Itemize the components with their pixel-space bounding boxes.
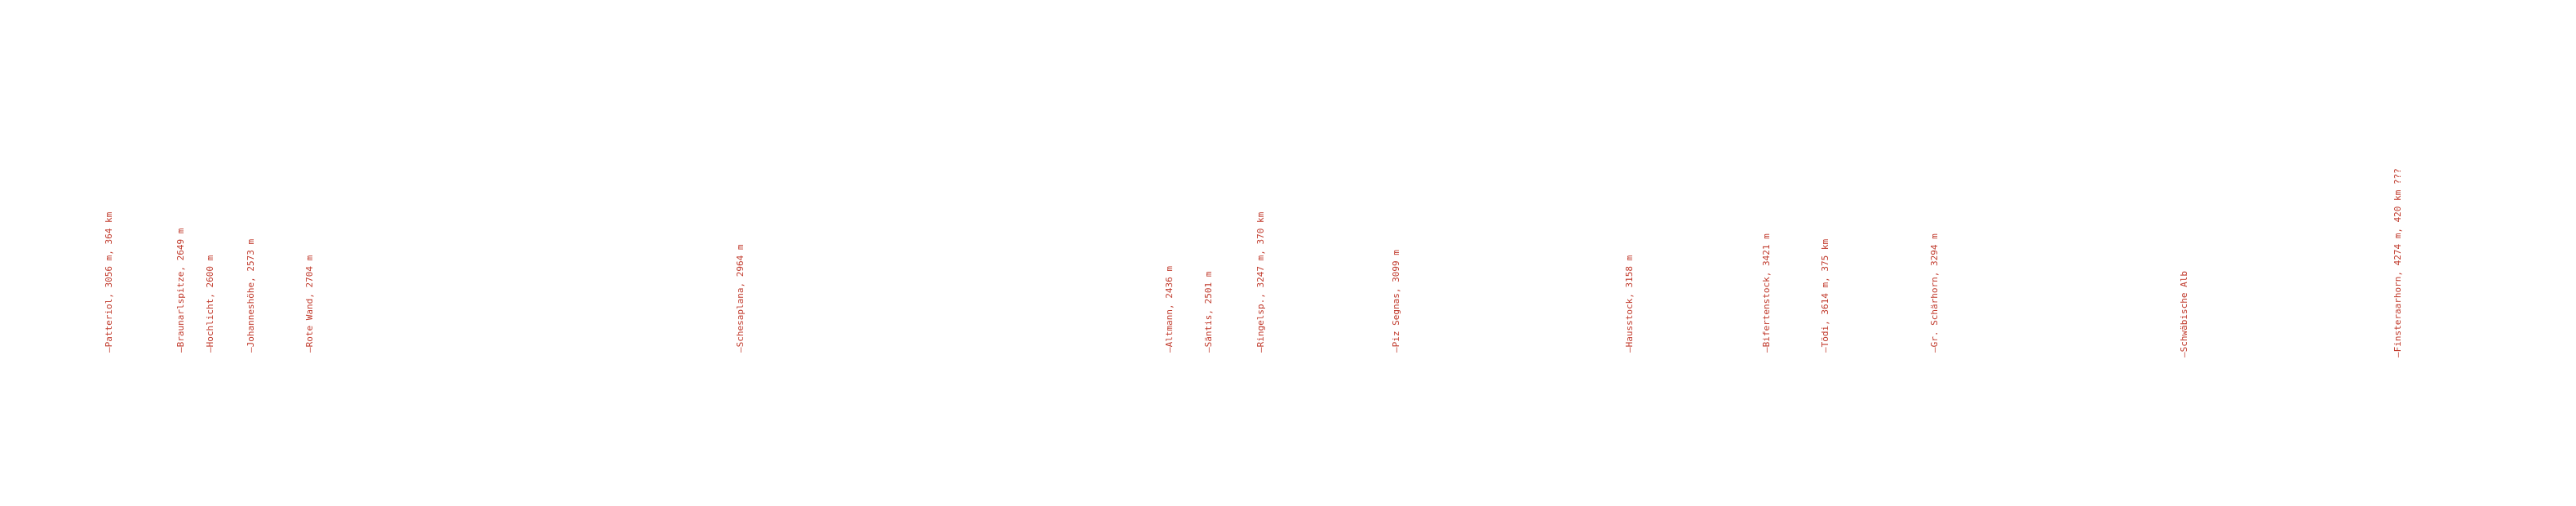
- peak-label-rote-wand: —Rote Wand, 2704 m: [304, 255, 315, 353]
- peak-label-hochlicht: —Hochlicht, 2600 m: [205, 255, 215, 353]
- peak-label-toedi: —Tödi, 3614 m, 375 km: [1820, 238, 1830, 353]
- peak-label-piz-segnas: —Piz Segnas, 3099 m: [1391, 250, 1401, 353]
- peak-label-hausstock: —Hausstock, 3158 m: [1624, 255, 1635, 353]
- peak-label-saentis: —Säntis, 2501 m: [1203, 271, 1214, 353]
- peak-label-gr-schaerhorn: —Gr. Schärhorn, 3294 m: [1929, 233, 1940, 353]
- peak-label-johanneshoehe: —Johanneshöhe, 2573 m: [246, 238, 256, 353]
- peak-label-ringelspitz: —Ringelsp., 3247 m, 370 km: [1255, 211, 1266, 353]
- peak-label-finsteraarhorn: —Finsteraarhorn, 4274 m, 420 km ???: [2392, 168, 2403, 357]
- peak-label-altmann: —Altmann, 2436 m: [1164, 266, 1175, 353]
- peak-label-patteriol: —Patteriol, 3056 m, 364 km: [104, 211, 114, 353]
- peak-label-schwaebische-alb: —Schwäbische Alb: [2179, 271, 2189, 357]
- peak-label-braunarlspitze: —Braunarlspitze, 2649 m: [175, 228, 186, 353]
- peak-label-schesaplana: —Schesaplana, 2964 m: [735, 244, 746, 353]
- peak-label-bifertenstock: —Bifertenstock, 3421 m: [1761, 233, 1772, 353]
